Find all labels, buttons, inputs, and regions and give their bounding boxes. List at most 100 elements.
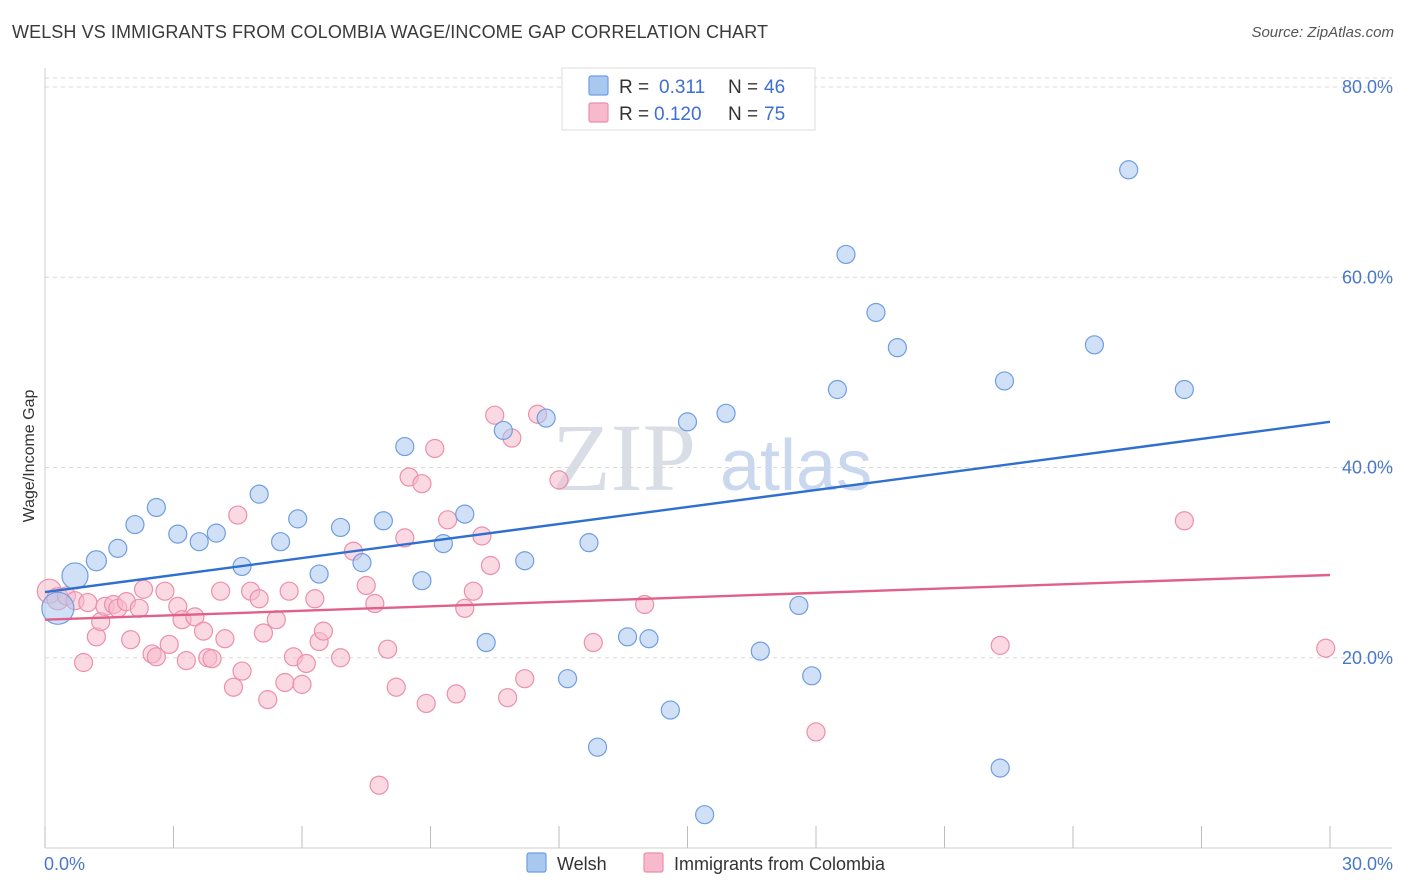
welsh-point	[639, 629, 659, 649]
colombia-point	[305, 589, 325, 609]
colombia-point	[202, 649, 222, 669]
y-tick-label: 80.0%	[1342, 77, 1393, 97]
welsh-point	[1084, 335, 1105, 355]
colombia-point	[485, 405, 505, 425]
welsh-point	[125, 514, 145, 535]
welsh-point	[802, 666, 822, 686]
welsh-point	[206, 523, 226, 543]
colombia-point	[146, 647, 166, 667]
welsh-point	[827, 379, 848, 400]
bottom-legend: Welsh Immigrants from Colombia	[526, 852, 886, 874]
legend-welsh-n-value: 46	[764, 77, 785, 98]
welsh-point	[373, 511, 393, 531]
welsh-trend-line	[44, 420, 1331, 594]
welsh-point	[587, 737, 608, 757]
welsh-series-points	[41, 160, 1194, 825]
colombia-trend-line	[44, 573, 1331, 621]
colombia-point	[480, 555, 501, 576]
colombia-point	[365, 593, 385, 614]
welsh-point	[455, 504, 475, 524]
colombia-point	[211, 581, 231, 601]
colombia-point	[990, 635, 1010, 655]
watermark-zip: ZIP	[552, 404, 696, 511]
colombia-point	[185, 607, 205, 627]
colombia-point	[73, 652, 94, 673]
colombia-point	[416, 693, 436, 714]
welsh-point	[579, 533, 599, 553]
colombia-point	[425, 438, 445, 459]
y-tick-labels: 20.0% 40.0% 60.0% 80.0%	[1342, 77, 1393, 668]
welsh-point	[85, 550, 108, 572]
y-tick-label: 40.0%	[1342, 458, 1393, 478]
colombia-point	[330, 648, 351, 668]
legend-welsh-r-label: R =	[619, 77, 649, 98]
welsh-point	[677, 412, 698, 432]
welsh-point	[395, 436, 415, 457]
colombia-point	[378, 639, 398, 659]
colombia-point	[258, 690, 278, 710]
colombia-point	[155, 581, 175, 601]
colombia-point	[176, 651, 196, 671]
welsh-point	[1174, 379, 1194, 400]
y-axis-title: Wage/Income Gap	[21, 390, 38, 523]
welsh-point	[750, 641, 770, 661]
welsh-point	[168, 524, 188, 544]
colombia-point	[266, 610, 286, 630]
colombia-point	[78, 592, 98, 613]
welsh-point	[716, 403, 736, 423]
welsh-point	[189, 532, 209, 552]
legend-welsh-swatch	[588, 75, 609, 96]
colombia-point	[515, 669, 535, 689]
colombia-point	[215, 629, 235, 649]
colombia-point	[275, 672, 295, 693]
welsh-point	[249, 484, 269, 504]
colombia-point	[806, 722, 826, 742]
welsh-point	[352, 553, 372, 573]
welsh-point	[994, 371, 1015, 391]
welsh-point	[270, 532, 291, 552]
colombia-point	[313, 621, 334, 641]
bottom-legend-welsh-label: Welsh	[557, 854, 607, 874]
bottom-legend-colombia-swatch	[643, 852, 664, 873]
y-tick-label: 60.0%	[1342, 267, 1393, 287]
welsh-point	[61, 562, 89, 590]
welsh-point	[330, 517, 351, 538]
source-label: Source: ZipAtlas.com	[1251, 24, 1394, 41]
colombia-point	[133, 579, 154, 599]
colombia-point	[455, 598, 475, 618]
bottom-legend-colombia-label: Immigrants from Colombia	[674, 854, 886, 874]
x-tick-label-min: 0.0%	[44, 854, 85, 874]
welsh-point	[108, 538, 128, 558]
colombia-point	[279, 581, 299, 601]
welsh-point	[836, 244, 856, 265]
welsh-point	[557, 669, 578, 689]
watermark-atlas: atlas	[720, 426, 872, 506]
legend-colombia-r-value: 0.120	[654, 104, 702, 125]
welsh-point	[866, 302, 886, 323]
colombia-point	[412, 474, 432, 494]
chart-title: WELSH VS IMMIGRANTS FROM COLOMBIA WAGE/I…	[12, 22, 769, 42]
welsh-point	[412, 571, 432, 591]
welsh-point	[1119, 160, 1139, 180]
legend-welsh-n-label: N =	[728, 77, 758, 98]
colombia-point	[463, 581, 483, 601]
colombia-point	[1316, 638, 1336, 658]
legend-colombia-n-value: 75	[764, 104, 785, 125]
colombia-point	[232, 661, 252, 681]
colombia-point	[1174, 511, 1194, 531]
legend-welsh-r-value: 0.311	[659, 77, 705, 98]
legend-colombia-swatch	[588, 102, 609, 123]
welsh-point	[288, 509, 308, 529]
colombia-point	[356, 575, 376, 596]
welsh-point	[990, 758, 1010, 778]
axes	[44, 68, 1392, 849]
welsh-point	[476, 632, 496, 653]
colombia-point	[438, 510, 458, 530]
colombia-point	[498, 688, 518, 708]
colombia-point	[159, 634, 179, 655]
colombia-point	[253, 623, 274, 643]
welsh-point	[617, 627, 638, 647]
welsh-point	[309, 564, 329, 584]
colombia-point	[296, 653, 316, 674]
